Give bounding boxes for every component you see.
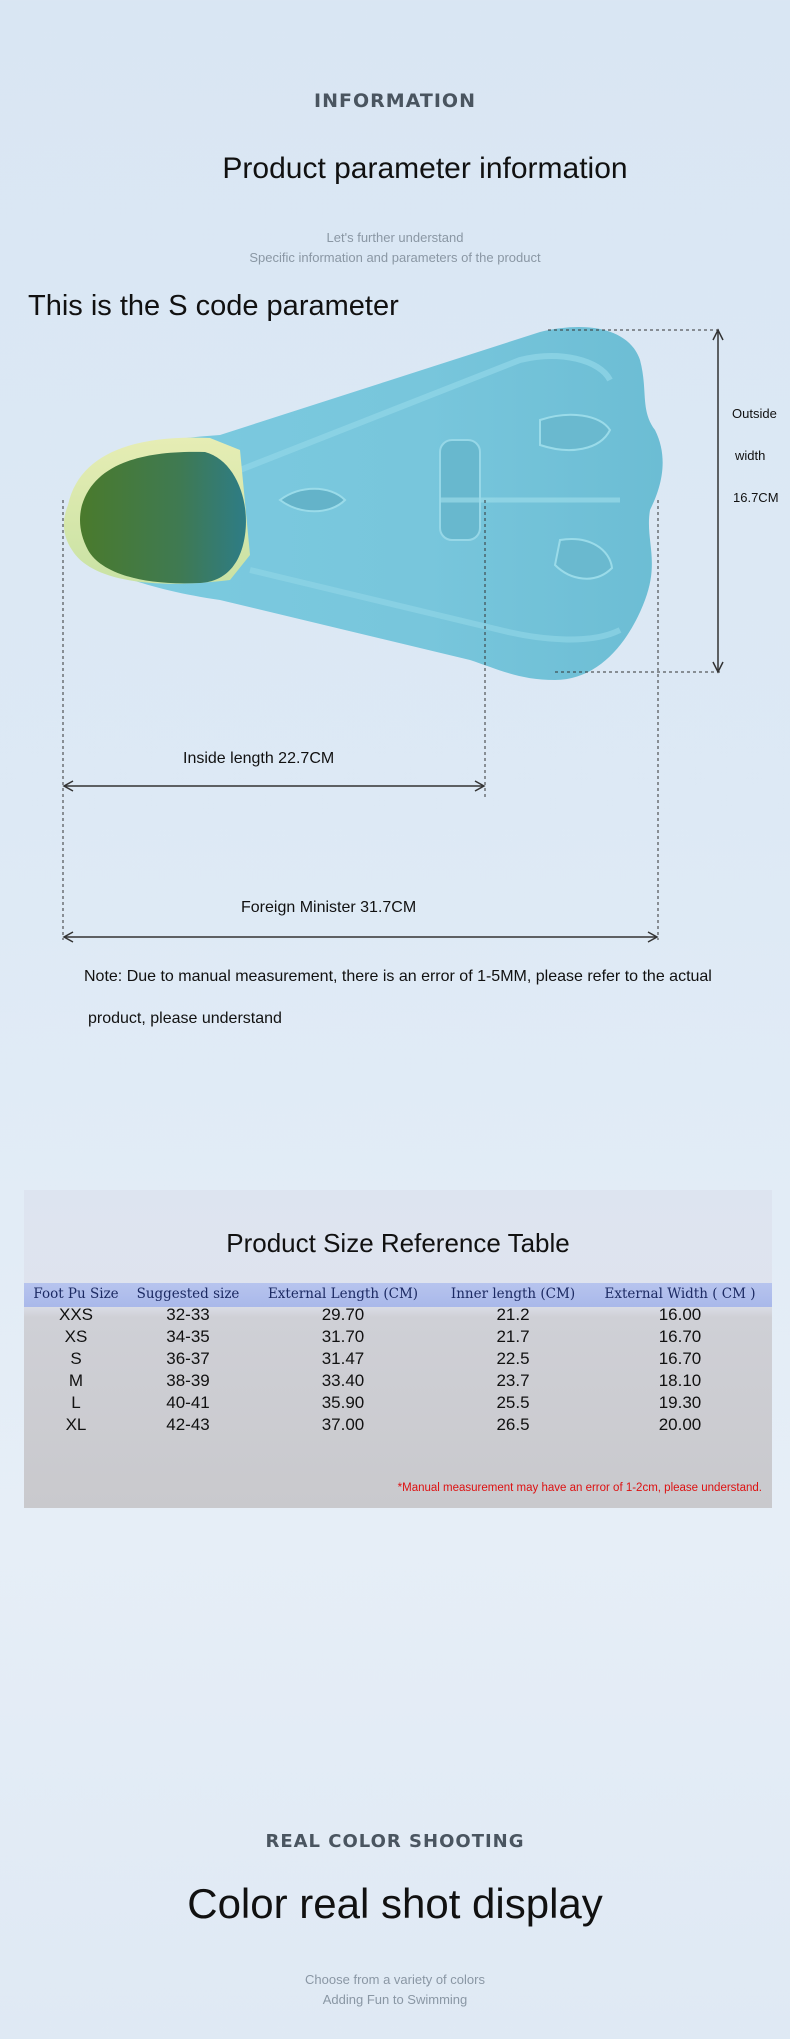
cell-external-length: 31.47 bbox=[321, 1349, 365, 1368]
cell-external-length: 33.40 bbox=[321, 1371, 365, 1390]
cell-external-width: 18.10 bbox=[658, 1371, 702, 1390]
cell-external-length: 31.70 bbox=[321, 1327, 365, 1346]
cell-size: XL bbox=[65, 1415, 87, 1434]
table-row: XS 34-35 31.70 21.7 16.70 bbox=[24, 1327, 772, 1349]
table-row: XXS 32-33 29.70 21.2 16.00 bbox=[24, 1305, 772, 1327]
cell-suggested: 38-39 bbox=[166, 1371, 210, 1390]
measurement-note-line2: product, please understand bbox=[88, 1010, 282, 1027]
outside-width-value: 16.7CM bbox=[733, 490, 779, 505]
cell-external-width: 16.00 bbox=[658, 1305, 702, 1324]
cell-size: M bbox=[68, 1371, 84, 1390]
section2-sub-line-2: Adding Fun to Swimming bbox=[322, 1992, 468, 2007]
table-row: M 38-39 33.40 23.7 18.10 bbox=[24, 1371, 772, 1393]
color-real-shot-headline: Color real shot display bbox=[187, 1880, 603, 1927]
header-external-length: External Length (CM) bbox=[267, 1286, 419, 1302]
measurement-note-line1: Note: Due to manual measurement, there i… bbox=[84, 968, 712, 985]
cell-suggested: 32-33 bbox=[166, 1305, 210, 1324]
foreign-minister-label: Foreign Minister 31.7CM bbox=[241, 899, 417, 916]
s-code-caption: This is the S code parameter bbox=[28, 290, 399, 322]
cell-external-length: 29.70 bbox=[321, 1305, 365, 1324]
cell-size: S bbox=[70, 1349, 82, 1368]
cell-suggested: 40-41 bbox=[166, 1393, 210, 1412]
swim-fin-illustration bbox=[62, 327, 724, 943]
information-kicker: INFORMATION bbox=[314, 90, 476, 112]
size-reference-panel: Product Size Reference Table Foot Pu Siz… bbox=[24, 1190, 772, 1508]
cell-suggested: 34-35 bbox=[166, 1327, 210, 1346]
table-row: XL 42-43 37.00 26.5 20.00 bbox=[24, 1415, 772, 1437]
header-external-width: External Width ( CM ) bbox=[604, 1286, 756, 1302]
cell-suggested: 36-37 bbox=[166, 1349, 210, 1368]
product-parameter-headline: Product parameter information bbox=[222, 152, 628, 185]
cell-external-length: 37.00 bbox=[321, 1415, 365, 1434]
sub-line-1: Let's further understand bbox=[326, 230, 464, 245]
size-table-header: Foot Pu Size Suggested size External Len… bbox=[24, 1283, 772, 1307]
cell-external-length: 35.90 bbox=[321, 1393, 365, 1412]
cell-size: XXS bbox=[58, 1305, 94, 1324]
cell-external-width: 19.30 bbox=[658, 1393, 702, 1412]
cell-external-width: 16.70 bbox=[658, 1349, 702, 1368]
real-color-kicker: REAL COLOR SHOOTING bbox=[265, 1831, 525, 1852]
cell-inner-length: 25.5 bbox=[496, 1393, 530, 1412]
cell-inner-length: 23.7 bbox=[496, 1371, 530, 1390]
cell-inner-length: 22.5 bbox=[496, 1349, 530, 1368]
table-row: L 40-41 35.90 25.5 19.30 bbox=[24, 1393, 772, 1415]
header-foot-pu-size: Foot Pu Size bbox=[33, 1286, 119, 1302]
cell-size: L bbox=[71, 1393, 81, 1412]
sub-line-2: Specific information and parameters of t… bbox=[249, 250, 541, 265]
outside-label: Outside bbox=[732, 406, 777, 421]
cell-external-width: 16.70 bbox=[658, 1327, 702, 1346]
size-table-title: Product Size Reference Table bbox=[226, 1228, 570, 1258]
header-inner-length: Inner length (CM) bbox=[450, 1286, 576, 1302]
width-label: width bbox=[735, 448, 766, 463]
section2-sub-line-1: Choose from a variety of colors bbox=[305, 1972, 485, 1987]
table-row: S 36-37 31.47 22.5 16.70 bbox=[24, 1349, 772, 1371]
cell-size: XS bbox=[64, 1327, 88, 1346]
cell-inner-length: 21.2 bbox=[496, 1305, 530, 1324]
cell-suggested: 42-43 bbox=[166, 1415, 210, 1434]
cell-inner-length: 26.5 bbox=[496, 1415, 530, 1434]
inside-length-label: Inside length 22.7CM bbox=[183, 750, 335, 767]
header-suggested-size: Suggested size bbox=[136, 1286, 240, 1302]
cell-external-width: 20.00 bbox=[658, 1415, 702, 1434]
table-warning: *Manual measurement may have an error of… bbox=[397, 1482, 762, 1494]
cell-inner-length: 21.7 bbox=[496, 1327, 530, 1346]
